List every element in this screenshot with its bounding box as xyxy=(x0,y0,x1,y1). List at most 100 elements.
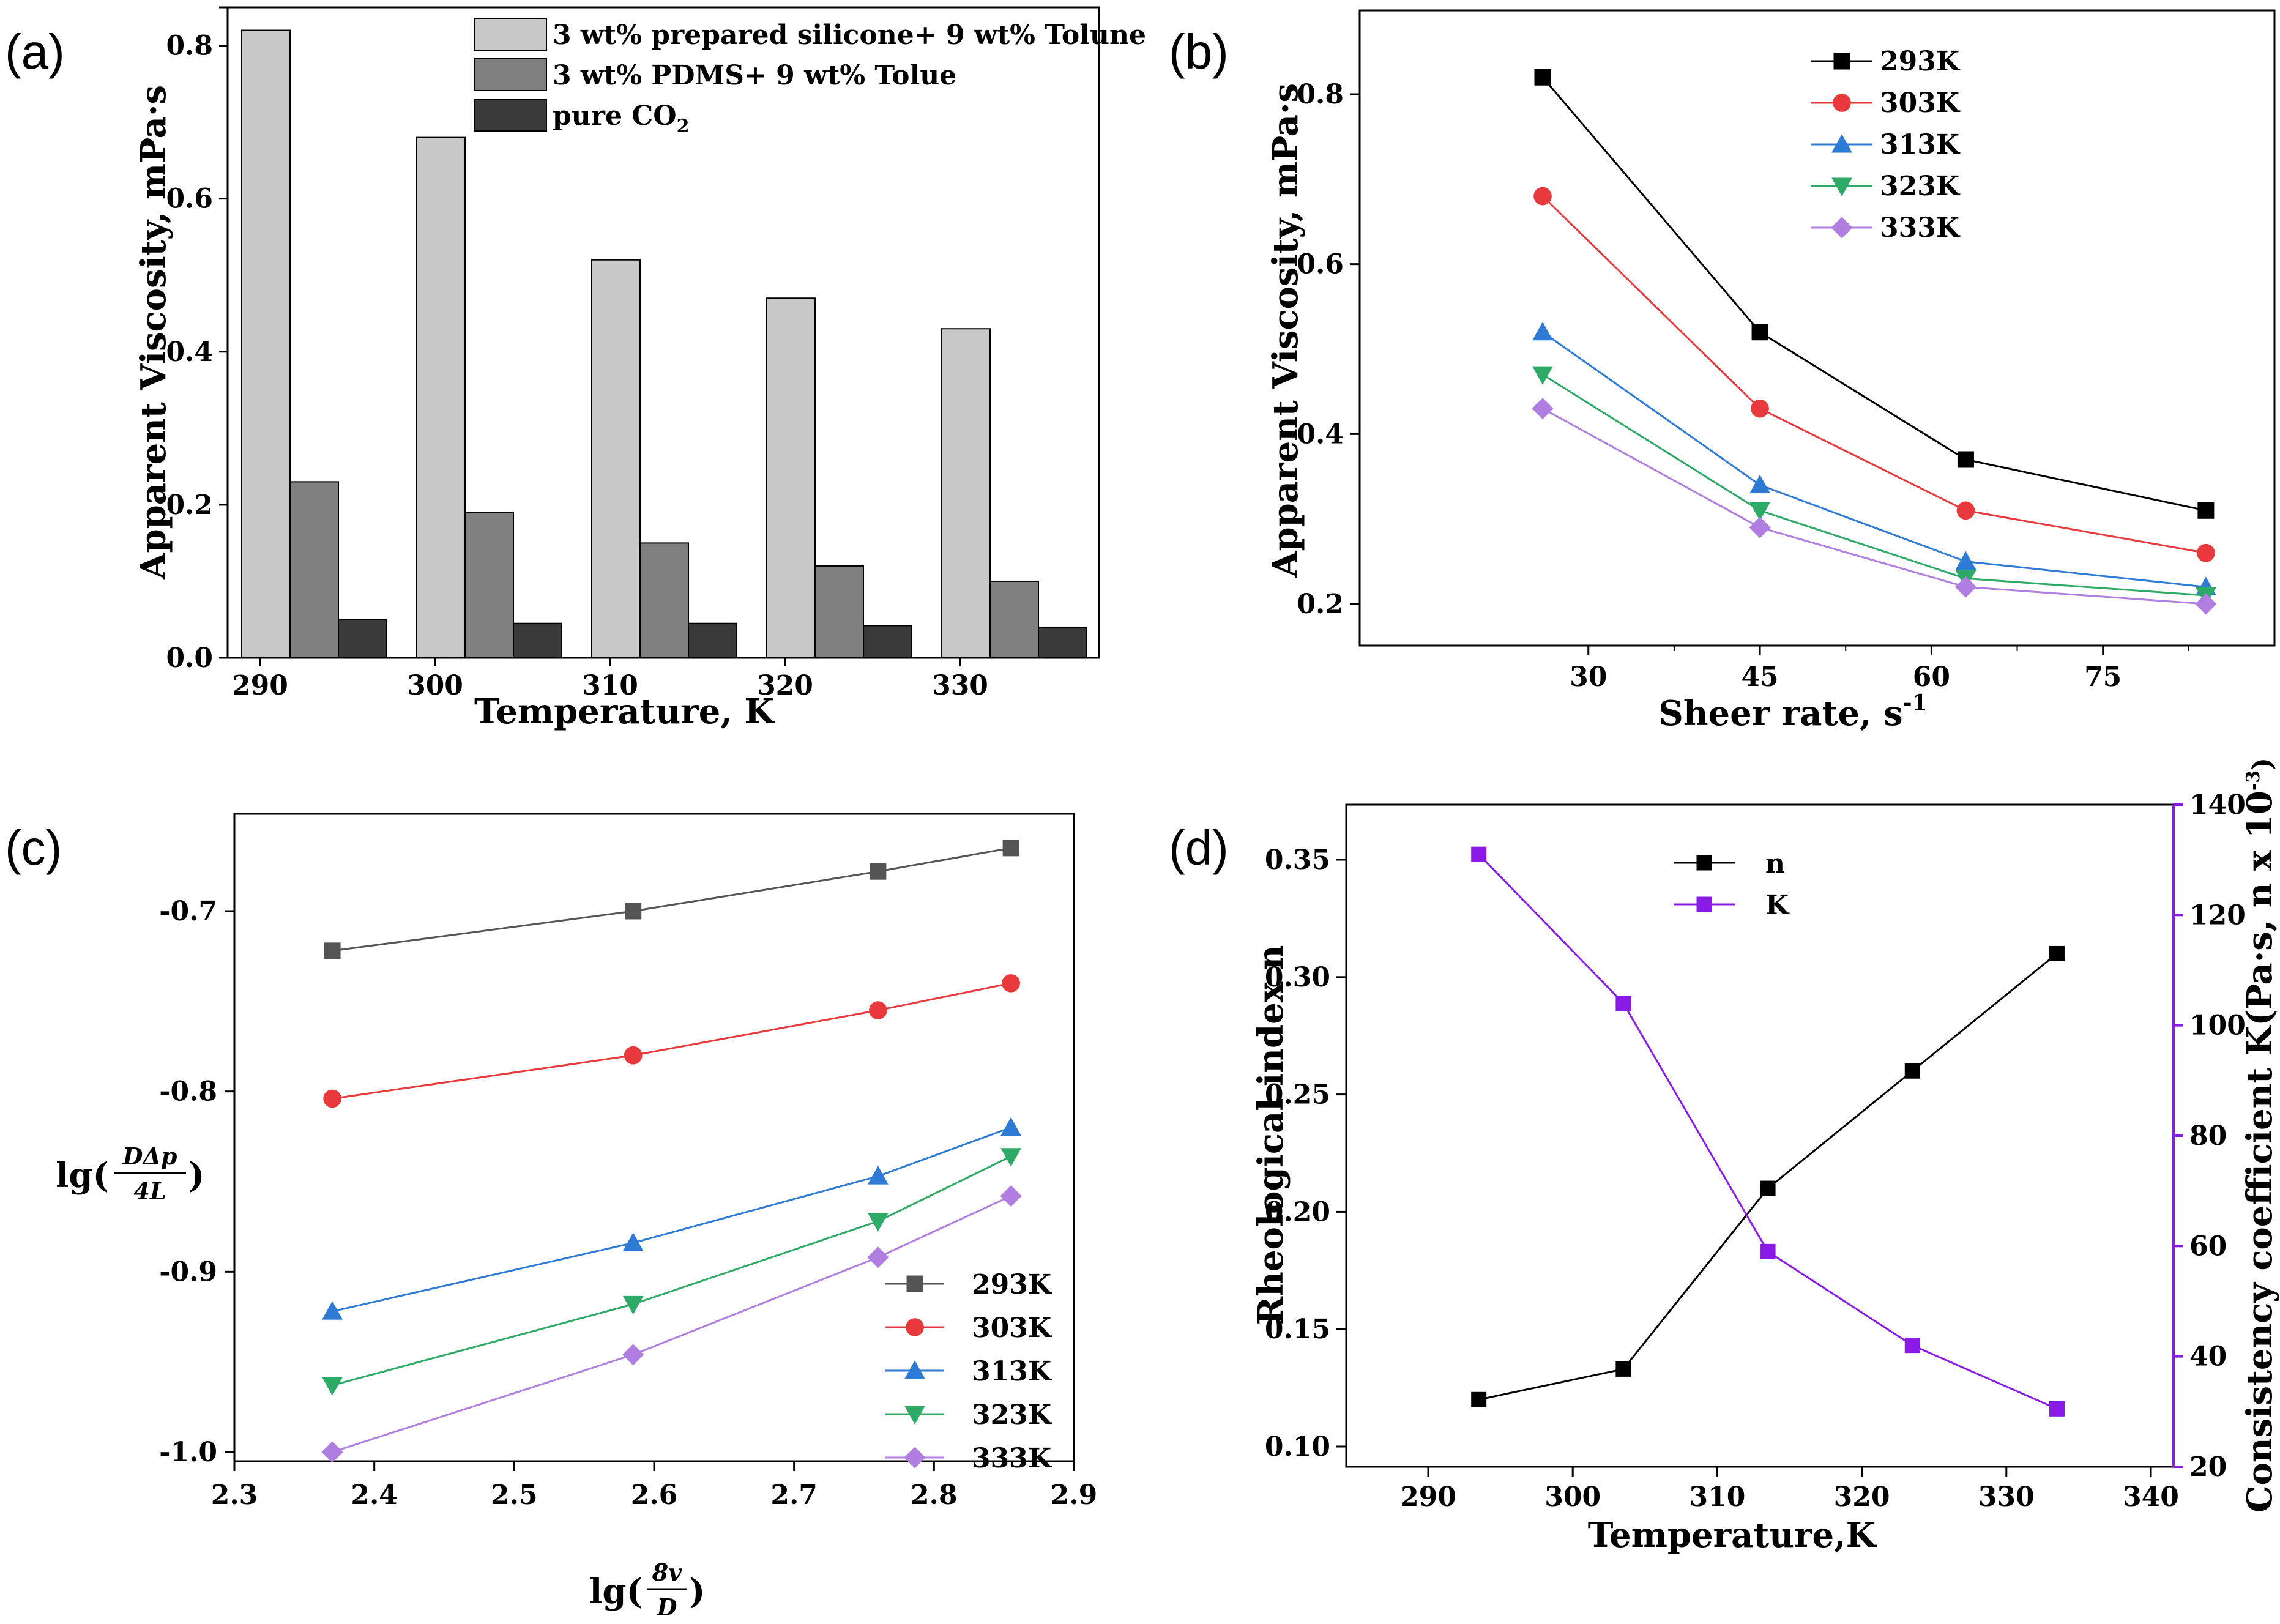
bar-a-0-4 xyxy=(941,328,991,658)
x-tick-c: 2.7 xyxy=(770,1480,818,1511)
point-b-293K xyxy=(2197,502,2215,519)
y-tick-a: 0.0 xyxy=(166,643,213,674)
y-tick-b: 0.2 xyxy=(1297,589,1344,620)
y-tick-d-left: 0.15 xyxy=(1265,1314,1330,1345)
point-c-323K xyxy=(1000,1148,1021,1167)
y-tick-d-right: 100 xyxy=(2189,1010,2246,1041)
x-tick-b: 60 xyxy=(1913,661,1950,693)
point-d-n xyxy=(1615,1361,1631,1377)
legend-c-label-313K: 313K xyxy=(972,1356,1052,1387)
point-c-323K xyxy=(622,1295,644,1315)
y-tick-d-right: 20 xyxy=(2189,1451,2227,1483)
point-b-313K xyxy=(1532,321,1553,341)
legend-c-label-323K: 323K xyxy=(972,1399,1052,1431)
panel-d-ylabel-right-sup: -3 xyxy=(2243,770,2264,791)
legend-b-label-313K: 313K xyxy=(1880,129,1961,160)
y-tick-d-right: 120 xyxy=(2189,900,2246,931)
panel-d: (d) 0.10 0.15 0.20 0.25 0.30 0.35 20 40 60 80 100… xyxy=(1169,758,2280,1555)
x-tick-a: 320 xyxy=(757,670,813,701)
legend-b-marker-313K xyxy=(1831,134,1852,153)
bar-a-0-2 xyxy=(591,259,641,659)
panel-c-xlabel-prefix: lg( xyxy=(589,1571,643,1612)
x-tick-a: 310 xyxy=(582,670,638,701)
legend-c-marker-323K xyxy=(904,1406,925,1425)
y-tick-d-left: 0.10 xyxy=(1265,1431,1330,1462)
panel-c-xlabel-suffix: ) xyxy=(689,1571,706,1612)
line-b-333K xyxy=(1542,408,2206,605)
point-c-293K xyxy=(870,863,887,880)
y-tick-c: -1.0 xyxy=(159,1437,217,1468)
y-tick-c: -0.7 xyxy=(159,896,217,927)
panel-d-label: (d) xyxy=(1169,821,1229,875)
point-c-333K xyxy=(867,1246,889,1268)
legend-b-marker-323K xyxy=(1831,177,1852,196)
point-c-313K xyxy=(867,1166,889,1185)
point-d-K xyxy=(1760,1243,1776,1259)
y-tick-a: 0.6 xyxy=(166,184,213,215)
point-d-K xyxy=(1471,846,1487,862)
x-tick-c: 2.8 xyxy=(911,1480,958,1511)
panel-d-ylabel-right: Consistency coefficient K(Pa·s, n x 10-3… xyxy=(2240,758,2280,1513)
point-c-323K xyxy=(867,1213,889,1232)
legend-d-label-K: K xyxy=(1765,890,1790,921)
point-b-313K xyxy=(1749,474,1770,494)
point-c-293K xyxy=(1002,840,1019,857)
legend-c-label-303K: 303K xyxy=(972,1313,1052,1344)
legend-c-marker-293K xyxy=(906,1275,923,1292)
y-tick-b: 0.8 xyxy=(1297,79,1344,110)
line-b-303K xyxy=(1541,195,2207,554)
point-b-333K xyxy=(1954,576,1976,598)
x-tick-d: 340 xyxy=(2123,1481,2179,1513)
point-c-293K xyxy=(625,903,642,920)
line-c-293K xyxy=(332,847,1011,952)
y-tick-d-left: 0.30 xyxy=(1265,962,1330,993)
point-c-313K xyxy=(622,1232,644,1251)
legend-a-swatch-1 xyxy=(474,18,547,51)
panel-c-legend: 293K 303K 313K 323K 333K xyxy=(885,1269,1052,1474)
panel-c-xlabel: lg( 8v D ) xyxy=(589,1559,705,1621)
point-b-293K xyxy=(1751,324,1768,341)
legend-a-label-2: 3 wt% PDMS+ 9 wt% Tolue xyxy=(553,60,956,91)
panel-c-xlabel-den: D xyxy=(657,1593,677,1621)
point-b-323K xyxy=(1532,366,1553,386)
legend-a-swatch-2 xyxy=(474,58,547,91)
panel-c-ylabel-prefix: lg( xyxy=(56,1155,109,1196)
point-c-303K xyxy=(869,1001,887,1019)
point-b-333K xyxy=(2195,593,2217,615)
legend-b-marker-293K xyxy=(1833,53,1850,70)
point-b-303K xyxy=(1533,187,1552,206)
point-c-313K xyxy=(1000,1117,1021,1136)
bar-a-1-4 xyxy=(989,580,1039,658)
point-d-n xyxy=(1904,1063,1920,1079)
y-tick-d-left: 0.35 xyxy=(1265,844,1330,876)
y-tick-d-right: 40 xyxy=(2189,1341,2227,1373)
point-d-K xyxy=(1615,996,1631,1011)
panel-d-xlabel: Temperature,K xyxy=(1588,1515,1877,1555)
panel-b-ylabel: Apparent Viscosity, mPa·s xyxy=(1265,83,1306,578)
y-tick-a: 0.2 xyxy=(166,490,213,521)
x-tick-d: 300 xyxy=(1544,1481,1601,1513)
legend-b-label-303K: 303K xyxy=(1880,88,1961,119)
panel-a-xlabel: Temperature, K xyxy=(474,691,775,732)
bar-a-2-2 xyxy=(688,622,737,658)
panel-c-ylabel-den: 4L xyxy=(133,1177,166,1205)
legend-c-marker-303K xyxy=(906,1318,924,1336)
panel-d-legend: nK xyxy=(1674,848,1790,921)
line-b-313K xyxy=(1542,331,2207,588)
line-d-n xyxy=(1478,953,2058,1401)
panel-d-ylabel-right-suffix: ) xyxy=(2247,758,2278,770)
panel-b-xlabel: Sheer rate, s-1 xyxy=(1658,690,1927,734)
bar-a-0-1 xyxy=(416,136,466,659)
legend-d-marker-n xyxy=(1696,855,1712,871)
point-c-303K xyxy=(624,1046,643,1065)
bar-a-0-3 xyxy=(766,297,816,659)
line-d-K xyxy=(1478,854,2058,1410)
legend-c-label-293K: 293K xyxy=(972,1269,1052,1300)
panel-c-xlabel-num: 8v xyxy=(652,1559,682,1586)
x-tick-d: 320 xyxy=(1834,1481,1890,1513)
x-tick-c: 2.9 xyxy=(1051,1480,1098,1511)
legend-c-marker-313K xyxy=(904,1360,925,1379)
point-d-n xyxy=(1471,1391,1487,1407)
x-tick-b: 45 xyxy=(1741,661,1778,693)
